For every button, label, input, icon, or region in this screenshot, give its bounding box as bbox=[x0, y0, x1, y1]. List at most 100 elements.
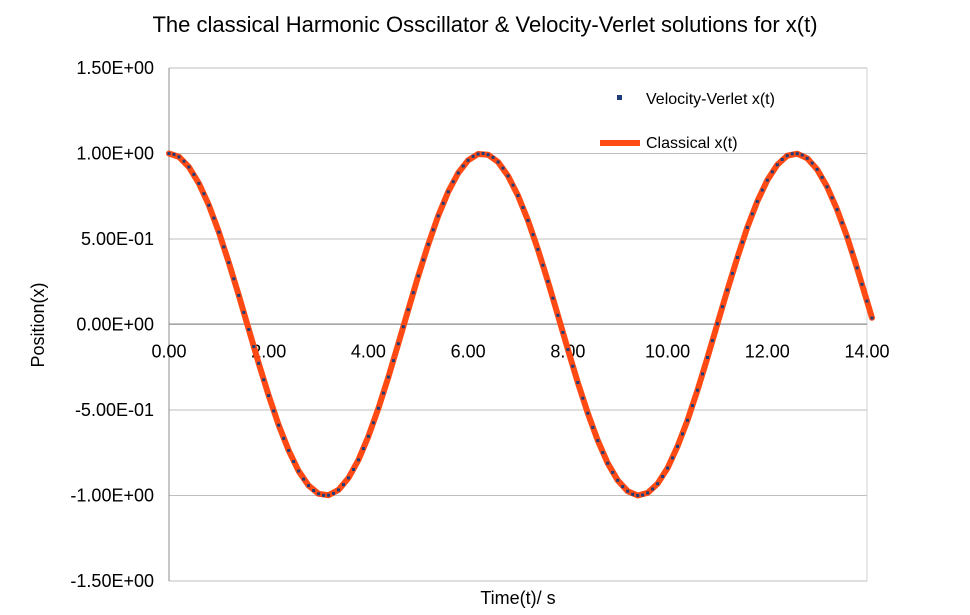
data-point-velocity-verlet bbox=[411, 291, 415, 295]
data-point-velocity-verlet bbox=[825, 185, 829, 189]
y-axis-label: Position(x) bbox=[28, 282, 48, 367]
data-point-velocity-verlet bbox=[621, 485, 625, 489]
data-point-velocity-verlet bbox=[332, 491, 335, 495]
data-point-velocity-verlet bbox=[755, 199, 759, 203]
data-point-velocity-verlet bbox=[337, 488, 340, 492]
data-point-velocity-verlet bbox=[571, 364, 575, 368]
data-point-velocity-verlet bbox=[815, 167, 819, 171]
data-point-velocity-verlet bbox=[541, 263, 545, 267]
data-point-velocity-verlet bbox=[421, 258, 425, 262]
data-point-velocity-verlet bbox=[780, 158, 784, 161]
data-point-velocity-verlet bbox=[247, 328, 251, 331]
data-point-velocity-verlet bbox=[601, 451, 605, 455]
data-point-velocity-verlet bbox=[790, 152, 794, 156]
data-point-velocity-verlet bbox=[192, 172, 196, 176]
data-point-velocity-verlet bbox=[606, 461, 610, 465]
data-point-velocity-verlet bbox=[531, 233, 535, 237]
data-point-velocity-verlet bbox=[317, 492, 321, 496]
data-point-velocity-verlet bbox=[855, 266, 859, 270]
data-point-velocity-verlet bbox=[805, 156, 809, 160]
data-point-velocity-verlet bbox=[272, 409, 276, 413]
legend-label-velocity-verlet: Velocity-Verlet x(t) bbox=[646, 91, 775, 108]
data-point-velocity-verlet bbox=[740, 240, 744, 244]
data-point-velocity-verlet bbox=[327, 493, 330, 497]
data-point-velocity-verlet bbox=[770, 170, 774, 174]
series-velocity-verlet bbox=[167, 152, 874, 497]
data-point-velocity-verlet bbox=[222, 245, 226, 249]
data-point-velocity-verlet bbox=[491, 155, 495, 159]
data-point-velocity-verlet bbox=[366, 434, 370, 438]
data-point-velocity-verlet bbox=[476, 152, 480, 156]
data-point-velocity-verlet bbox=[696, 388, 699, 392]
data-point-velocity-verlet bbox=[501, 166, 505, 170]
data-point-velocity-verlet bbox=[506, 174, 510, 178]
data-point-velocity-verlet bbox=[536, 247, 540, 251]
x-tick-label: 2.00 bbox=[251, 342, 286, 362]
data-point-velocity-verlet bbox=[376, 406, 380, 410]
data-point-velocity-verlet bbox=[391, 359, 395, 363]
data-point-velocity-verlet bbox=[207, 203, 211, 207]
data-point-velocity-verlet bbox=[282, 436, 286, 440]
x-tick-label: 0.00 bbox=[151, 342, 186, 362]
data-point-velocity-verlet bbox=[546, 279, 550, 283]
y-tick-label: -1.00E+00 bbox=[70, 486, 154, 506]
data-point-velocity-verlet bbox=[431, 228, 435, 232]
y-tick-label: 0.00E+00 bbox=[76, 315, 154, 335]
data-point-velocity-verlet bbox=[287, 449, 291, 452]
data-point-velocity-verlet bbox=[461, 164, 465, 168]
data-point-velocity-verlet bbox=[466, 158, 470, 162]
data-point-velocity-verlet bbox=[581, 396, 585, 400]
data-point-velocity-verlet bbox=[551, 296, 555, 300]
data-point-velocity-verlet bbox=[820, 175, 824, 179]
data-point-velocity-verlet bbox=[596, 439, 600, 443]
data-point-velocity-verlet bbox=[591, 425, 595, 429]
data-point-velocity-verlet bbox=[496, 160, 500, 164]
data-point-velocity-verlet bbox=[611, 470, 615, 474]
data-point-velocity-verlet bbox=[511, 183, 515, 187]
data-point-velocity-verlet bbox=[172, 152, 176, 156]
data-point-velocity-verlet bbox=[516, 194, 520, 198]
axes bbox=[168, 68, 868, 581]
legend-marker-velocity-verlet bbox=[617, 95, 622, 100]
data-point-velocity-verlet bbox=[651, 487, 655, 491]
data-point-velocity-verlet bbox=[217, 230, 221, 234]
chart-title: The classical Harmonic Osscillator & Vel… bbox=[152, 12, 818, 37]
y-tick-labels: 1.50E+00 1.00E+00 5.00E-01 0.00E+00 -5.00E-0… bbox=[70, 58, 154, 591]
data-point-velocity-verlet bbox=[641, 493, 645, 497]
data-point-velocity-verlet bbox=[481, 152, 485, 155]
data-point-velocity-verlet bbox=[456, 171, 460, 175]
data-point-velocity-verlet bbox=[800, 153, 804, 157]
x-tick-label: 6.00 bbox=[451, 342, 486, 362]
data-point-velocity-verlet bbox=[347, 476, 350, 480]
data-point-velocity-verlet bbox=[835, 208, 839, 212]
data-point-velocity-verlet bbox=[446, 190, 450, 194]
data-point-velocity-verlet bbox=[361, 447, 365, 451]
data-point-velocity-verlet bbox=[795, 152, 799, 156]
data-point-velocity-verlet bbox=[626, 489, 630, 493]
data-point-velocity-verlet bbox=[666, 466, 670, 470]
data-point-velocity-verlet bbox=[576, 381, 580, 384]
legend: Velocity-Verlet x(t) Classical x(t) bbox=[600, 91, 775, 152]
data-point-velocity-verlet bbox=[202, 192, 206, 196]
legend-label-classical: Classical x(t) bbox=[646, 135, 738, 152]
data-point-velocity-verlet bbox=[636, 494, 640, 497]
x-tick-label: 12.00 bbox=[745, 342, 790, 362]
data-point-velocity-verlet bbox=[386, 375, 390, 379]
data-point-velocity-verlet bbox=[441, 201, 445, 205]
data-point-velocity-verlet bbox=[720, 305, 724, 309]
data-point-velocity-verlet bbox=[676, 444, 679, 448]
data-point-velocity-verlet bbox=[760, 188, 764, 192]
data-point-velocity-verlet bbox=[725, 288, 729, 292]
y-tick-label: -1.50E+00 bbox=[70, 571, 154, 591]
data-point-velocity-verlet bbox=[396, 342, 400, 346]
x-tick-label: 4.00 bbox=[351, 342, 386, 362]
data-point-velocity-verlet bbox=[212, 216, 216, 220]
x-axis-label: Time(t)/ s bbox=[480, 588, 555, 608]
data-point-velocity-verlet bbox=[416, 274, 420, 278]
data-point-velocity-verlet bbox=[765, 178, 769, 182]
y-tick-label: 5.00E-01 bbox=[81, 229, 154, 249]
data-point-velocity-verlet bbox=[586, 411, 590, 415]
data-point-velocity-verlet bbox=[451, 180, 455, 184]
data-point-velocity-verlet bbox=[865, 299, 869, 303]
